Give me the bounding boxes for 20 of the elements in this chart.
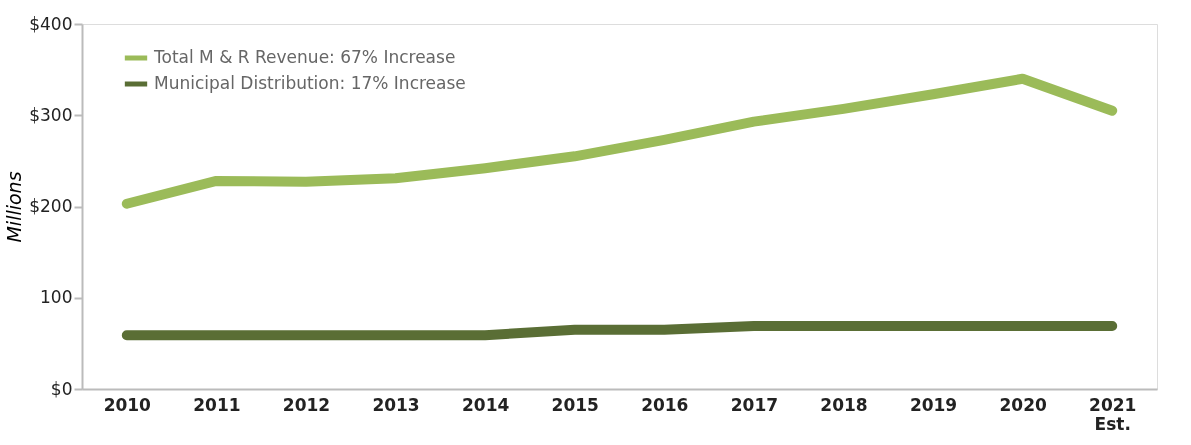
x-tick-label: 2017: [730, 394, 779, 415]
x-tick-label: 2019: [909, 394, 958, 415]
y-axis-title: Millions: [3, 171, 26, 243]
x-tick-label: 2020: [999, 394, 1047, 415]
y-tick-label: 100: [40, 287, 73, 308]
x-tick-label: 2011: [193, 394, 241, 415]
legend-label: Municipal Distribution: 17% Increase: [154, 73, 466, 93]
y-tick-label: $300: [29, 104, 73, 125]
legend-label: Total M & R Revenue: 67% Increase: [153, 47, 456, 67]
x-tick-label: 2010: [103, 394, 152, 415]
x-tick-label: 2016: [641, 394, 689, 415]
x-tick-label: 2014: [461, 394, 510, 415]
x-tick-label: 2013: [372, 394, 420, 415]
y-tick-label: $400: [29, 13, 73, 34]
y-tick-label: $200: [29, 196, 73, 216]
x-tick-label: 2012: [282, 394, 331, 415]
x-tick-label: 2015: [551, 394, 599, 415]
x-tick-label: 2018: [820, 394, 868, 415]
x-tick-label: 2021 Est.: [1089, 394, 1137, 434]
y-tick-label: $0: [50, 378, 73, 399]
